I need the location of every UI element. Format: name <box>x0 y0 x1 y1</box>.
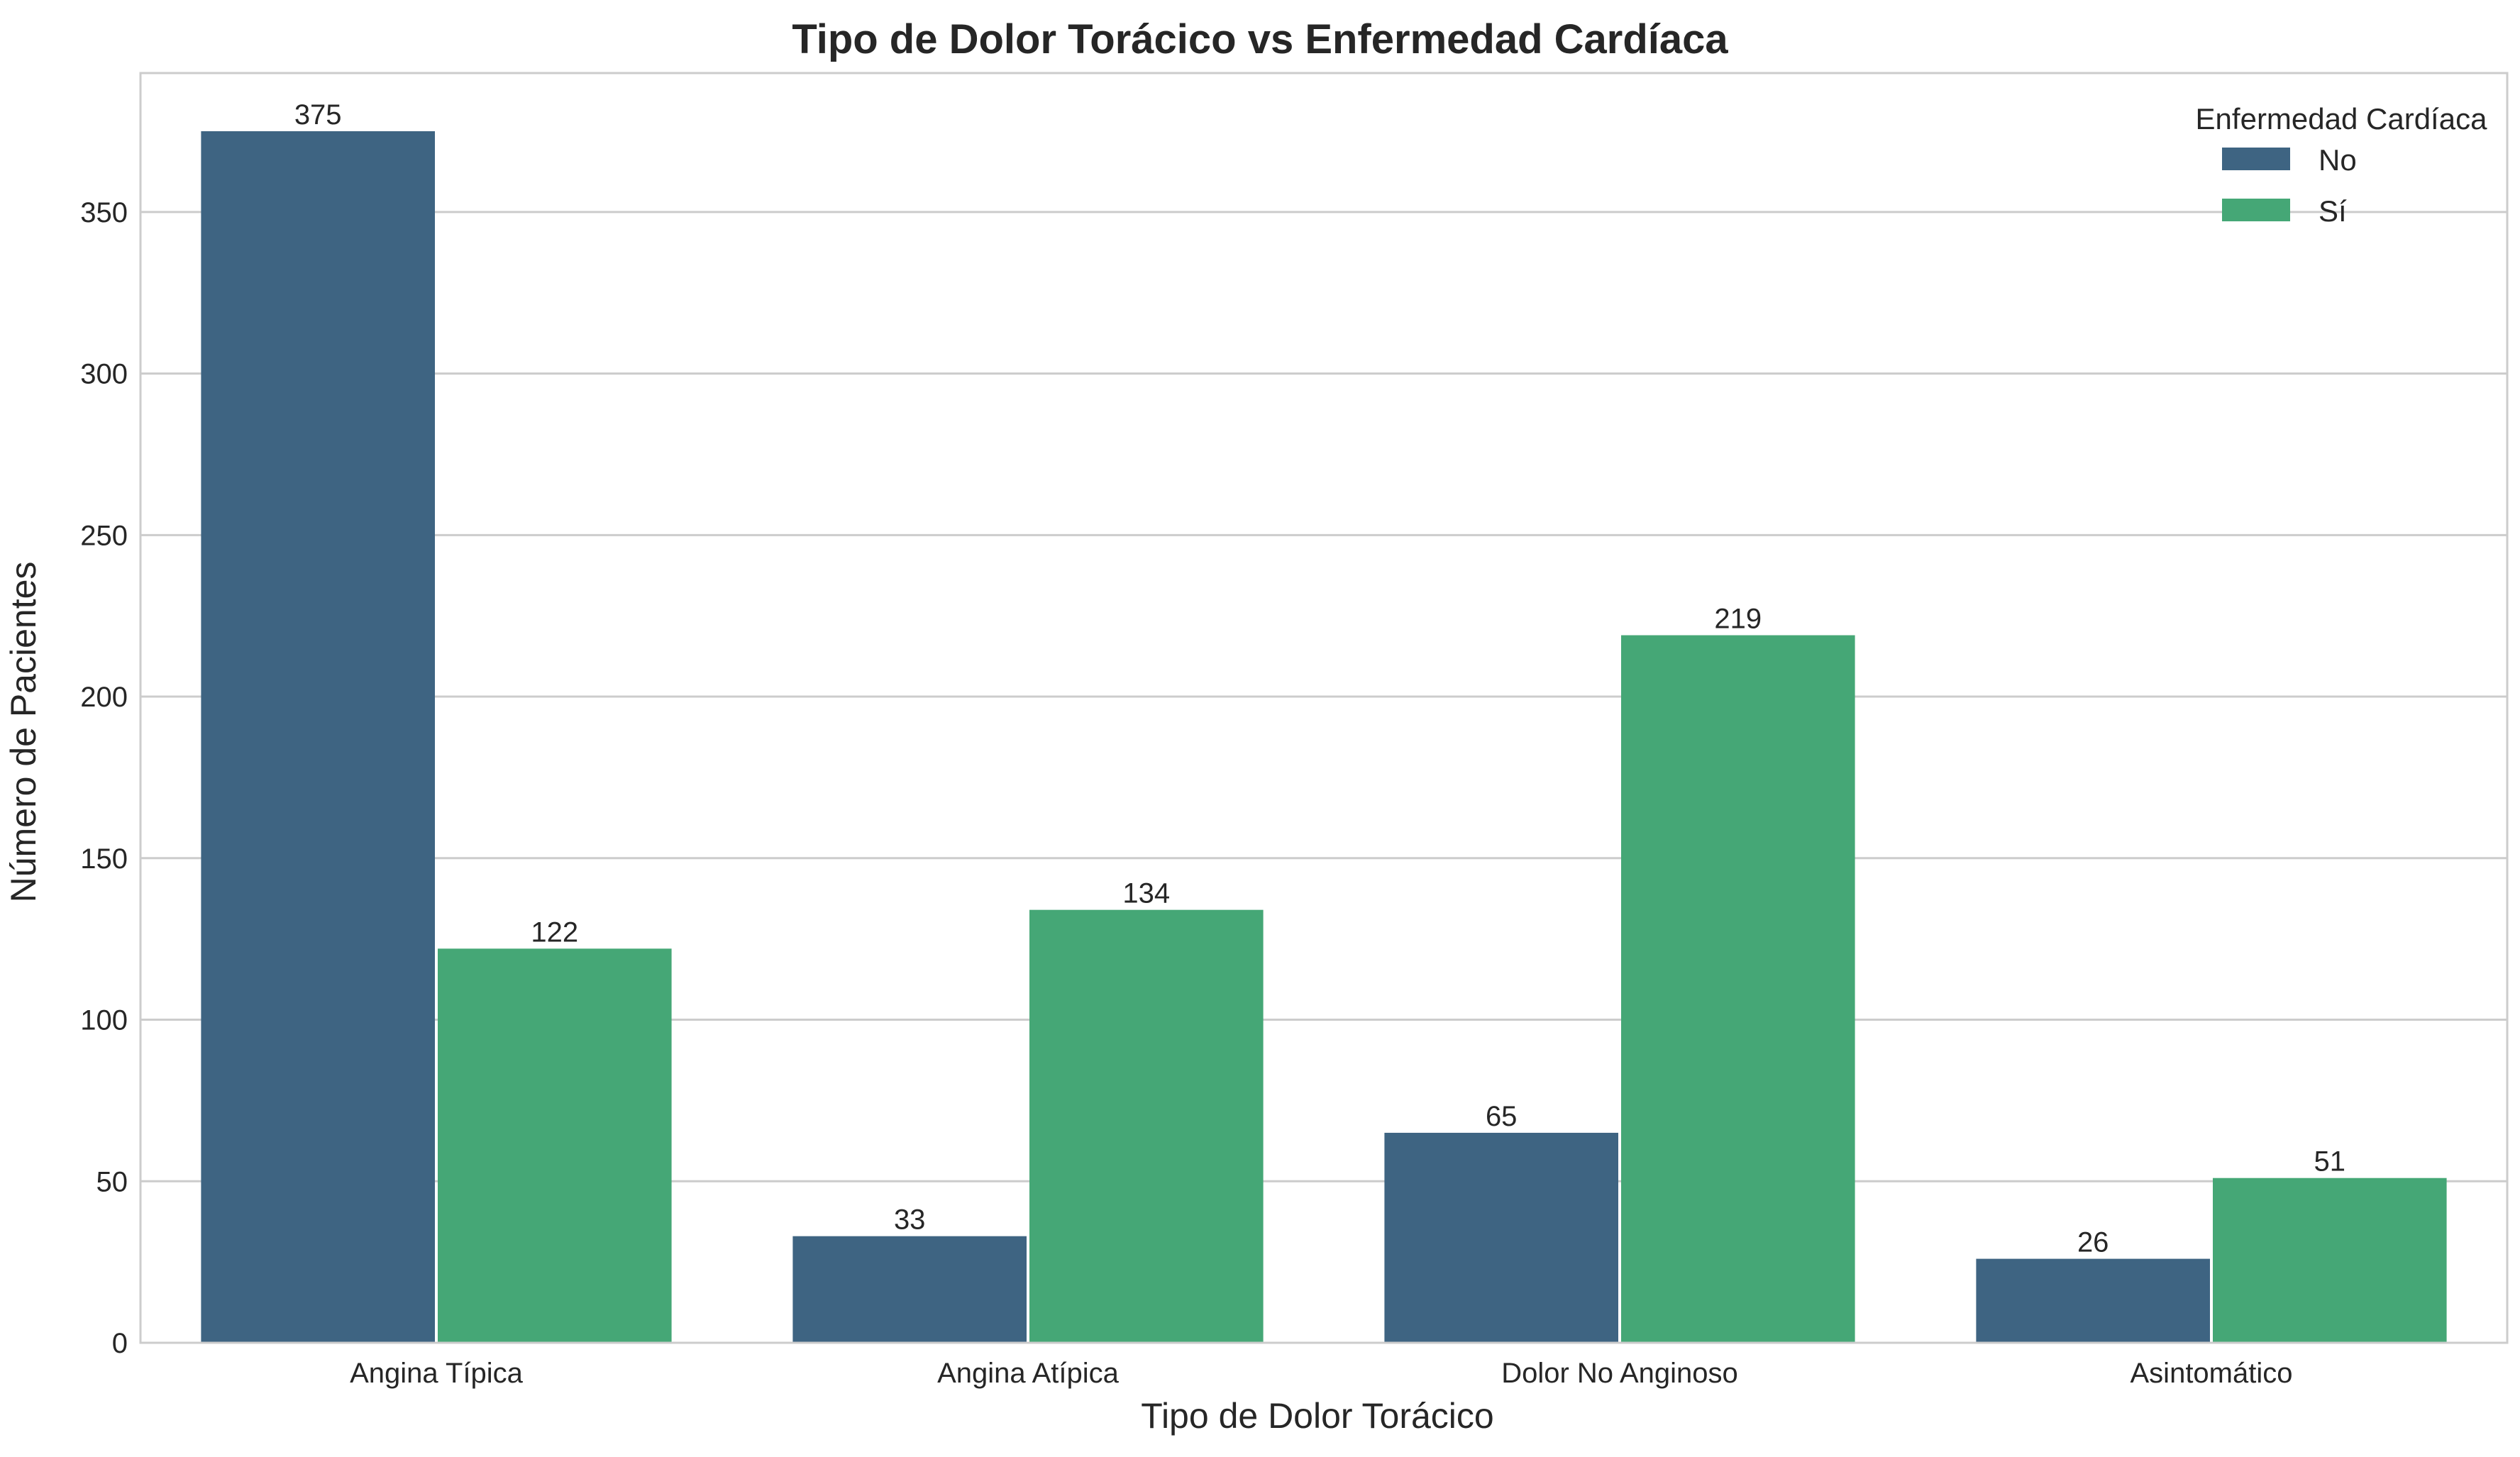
legend-label: Sí <box>2319 194 2347 228</box>
data-label: 375 <box>294 99 342 131</box>
data-labels: 375 122 33 134 65 219 26 51 <box>294 99 2345 1258</box>
y-axis-ticks: 0 50 100 150 200 250 300 350 <box>80 197 128 1359</box>
legend-swatch <box>2222 199 2290 221</box>
plot-frame <box>139 72 2509 1344</box>
legend: Enfermedad Cardíaca No Sí <box>2196 102 2488 228</box>
chart-title: Tipo de Dolor Torácico vs Enfermedad Car… <box>792 16 1728 62</box>
bar-1-1 <box>1029 909 1264 1343</box>
x-axis-label: Tipo de Dolor Torácico <box>1141 1396 1493 1436</box>
bar-0-2 <box>1384 1132 1618 1343</box>
data-label: 122 <box>531 916 578 948</box>
bar-0-3 <box>1976 1258 2210 1343</box>
x-tick-label: Angina Típica <box>350 1358 524 1389</box>
y-tick-label: 250 <box>80 520 128 551</box>
y-tick-label: 150 <box>80 843 128 875</box>
y-tick-label: 100 <box>80 1005 128 1036</box>
x-tick-label: Dolor No Anginoso <box>1501 1358 1738 1389</box>
legend-label: No <box>2319 143 2357 177</box>
y-tick-label: 300 <box>80 359 128 390</box>
legend-swatch <box>2222 148 2290 170</box>
legend-title: Enfermedad Cardíaca <box>2196 102 2488 135</box>
bar-1-0 <box>438 948 672 1343</box>
bar-0-1 <box>792 1236 1027 1343</box>
y-tick-label: 50 <box>96 1166 128 1197</box>
bar-1-2 <box>1621 635 1855 1343</box>
x-tick-label: Asintomático <box>2131 1358 2293 1389</box>
data-label: 51 <box>2314 1146 2346 1178</box>
data-label: 134 <box>1122 878 1170 909</box>
data-label: 65 <box>1486 1101 1518 1132</box>
bars <box>201 131 2447 1343</box>
bar-0-0 <box>201 131 435 1343</box>
y-tick-label: 200 <box>80 682 128 713</box>
y-tick-label: 350 <box>80 197 128 228</box>
x-tick-label: Angina Atípica <box>937 1358 1119 1389</box>
bar-1-3 <box>2213 1178 2447 1343</box>
x-axis-ticks: Angina Típica Angina Atípica Dolor No Angi… <box>350 1358 2292 1389</box>
data-label: 33 <box>894 1204 926 1236</box>
data-label: 26 <box>2077 1227 2109 1258</box>
y-tick-label: 0 <box>112 1328 128 1359</box>
legend-items: No Sí <box>2222 143 2357 228</box>
y-axis-label: Número de Pacientes <box>4 562 43 903</box>
data-label: 219 <box>1714 604 1762 635</box>
